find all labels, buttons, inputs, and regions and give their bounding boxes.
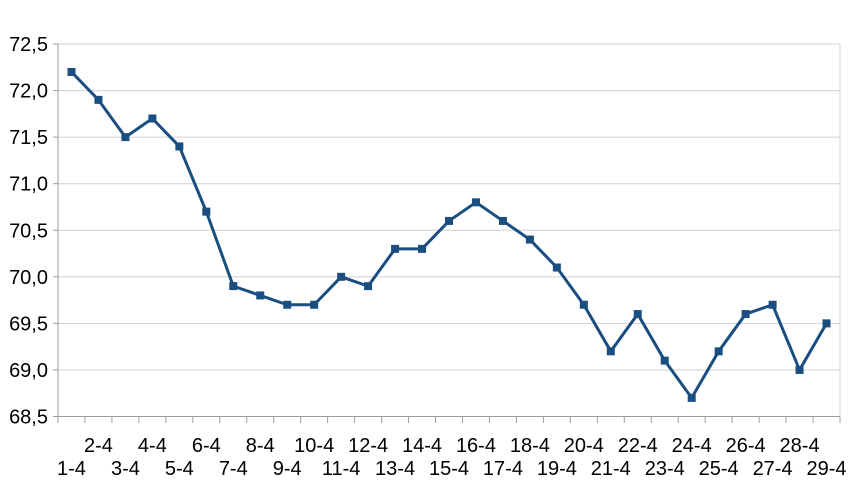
x-axis-label: 29-4 <box>807 458 847 480</box>
y-axis-label: 72,0 <box>9 81 48 103</box>
x-axis-label: 21-4 <box>591 458 631 480</box>
data-point-marker <box>202 207 211 216</box>
data-point-marker <box>445 216 453 225</box>
x-axis-label: 3-4 <box>111 458 140 480</box>
y-axis-label: 69,0 <box>9 360 48 382</box>
x-axis-label: 18-4 <box>510 435 550 457</box>
data-point-marker <box>364 282 373 291</box>
data-point-marker <box>714 347 723 356</box>
data-point-marker <box>633 310 642 319</box>
data-point-marker <box>552 263 561 272</box>
x-axis-label: 15-4 <box>429 458 469 480</box>
data-point-marker <box>471 198 480 207</box>
x-axis-label: 17-4 <box>483 458 523 480</box>
y-axis-label: 71,0 <box>9 174 48 196</box>
x-axis-label: 12-4 <box>348 435 388 457</box>
x-axis-label: 24-4 <box>672 435 712 457</box>
x-axis-label: 14-4 <box>402 435 442 457</box>
x-axis-label: 22-4 <box>618 435 658 457</box>
data-point-marker <box>337 272 346 281</box>
x-axis-label: 9-4 <box>273 458 302 480</box>
y-axis-label: 71,5 <box>9 127 48 149</box>
data-point-marker <box>229 282 238 291</box>
series-line <box>69 70 829 400</box>
x-axis-label: 6-4 <box>192 435 221 457</box>
x-axis-label: 26-4 <box>726 435 766 457</box>
data-point-marker <box>418 244 427 253</box>
x-axis-label: 2-4 <box>84 435 113 457</box>
y-axis-label: 72,5 <box>9 34 48 56</box>
y-axis-label: 69,5 <box>9 313 48 335</box>
data-point-marker <box>579 300 588 309</box>
y-axis-label: 68,5 <box>9 407 48 429</box>
data-point-marker <box>498 216 507 225</box>
data-point-marker <box>768 300 777 309</box>
data-point-marker <box>148 114 157 123</box>
data-point-marker <box>741 310 750 319</box>
data-point-marker <box>121 133 130 142</box>
x-axis-label: 23-4 <box>645 458 685 480</box>
x-axis-label: 25-4 <box>699 458 739 480</box>
data-point-marker <box>94 95 103 104</box>
data-point-marker <box>391 244 400 253</box>
data-point-marker <box>795 365 804 374</box>
data-point-marker <box>283 300 292 309</box>
x-axis-label: 10-4 <box>294 435 334 457</box>
x-axis-label: 7-4 <box>219 458 248 480</box>
data-point-marker <box>606 347 615 356</box>
y-axis-label: 70,0 <box>9 267 48 289</box>
x-axis-label: 13-4 <box>375 458 415 480</box>
x-axis-label: 4-4 <box>138 435 167 457</box>
data-point-marker <box>687 393 696 402</box>
data-point-marker <box>660 356 669 365</box>
x-axis-label: 8-4 <box>246 435 275 457</box>
x-axis-label: 19-4 <box>537 458 577 480</box>
data-point-marker <box>310 300 319 309</box>
data-point-marker <box>175 142 184 151</box>
x-axis-label: 11-4 <box>322 458 361 480</box>
data-point-marker <box>525 235 534 244</box>
x-axis-label: 28-4 <box>780 435 820 457</box>
x-axis-label: 1-4 <box>57 458 86 480</box>
x-axis-label: 16-4 <box>456 435 496 457</box>
data-point-marker <box>256 291 265 300</box>
x-axis-label: 5-4 <box>165 458 194 480</box>
x-axis-label: 27-4 <box>753 458 793 480</box>
data-point-marker <box>822 319 831 328</box>
y-axis-label: 70,5 <box>9 220 48 242</box>
data-point-marker <box>67 67 76 76</box>
x-axis-label: 20-4 <box>564 435 604 457</box>
